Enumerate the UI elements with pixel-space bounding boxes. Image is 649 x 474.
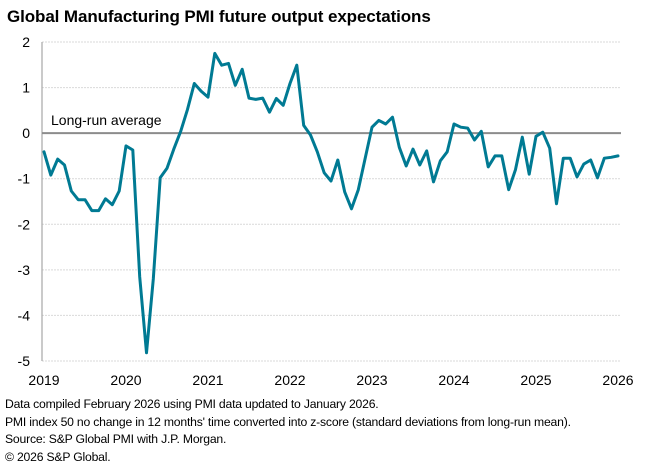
x-tick-label: 2022: [274, 372, 305, 388]
note-copyright: © 2026 S&P Global.: [5, 449, 111, 464]
x-tick-label: 2019: [28, 372, 59, 388]
y-axis-tick-labels: 2 1 0 -1 -2 -3 -4 -5: [18, 34, 31, 369]
chart-title: Global Manufacturing PMI future output e…: [7, 7, 431, 26]
note-source: Source: S&P Global PMI with J.P. Morgan.: [5, 432, 227, 446]
y-tick-label: -2: [18, 216, 31, 232]
x-axis-tick-labels: 2019 2020 2021 2022 2023 2024 2025 2026: [28, 372, 633, 388]
y-tick-label: -3: [18, 262, 31, 278]
long-run-average-label: Long-run average: [51, 112, 162, 128]
x-tick-label: 2025: [520, 372, 551, 388]
y-tick-label: 1: [22, 80, 30, 96]
y-tick-label: -5: [18, 353, 31, 369]
x-tick-label: 2023: [356, 372, 387, 388]
data-points: [43, 53, 619, 353]
gridlines: [42, 41, 621, 362]
y-tick-label: -4: [18, 307, 31, 323]
y-tick-label: 2: [22, 34, 30, 50]
y-tick-label: -1: [18, 171, 31, 187]
x-tick-label: 2021: [192, 372, 223, 388]
line-chart: 210-1-2-3-4-5 2019 2020 2021 2022 2023 2024 20…: [18, 34, 634, 388]
y-tick-label: 0: [22, 125, 30, 141]
x-tick-label: 2024: [438, 372, 469, 388]
x-tick-label: 2020: [110, 372, 141, 388]
note-methodology: PMI index 50 no change in 12 months' tim…: [5, 414, 571, 429]
chart-notes: Data compiled February 2026 using PMI da…: [5, 396, 571, 466]
x-tick-label: 2026: [602, 372, 633, 388]
note-data-compiled: Data compiled February 2026 using PMI da…: [5, 397, 379, 411]
series-line: [42, 51, 620, 355]
